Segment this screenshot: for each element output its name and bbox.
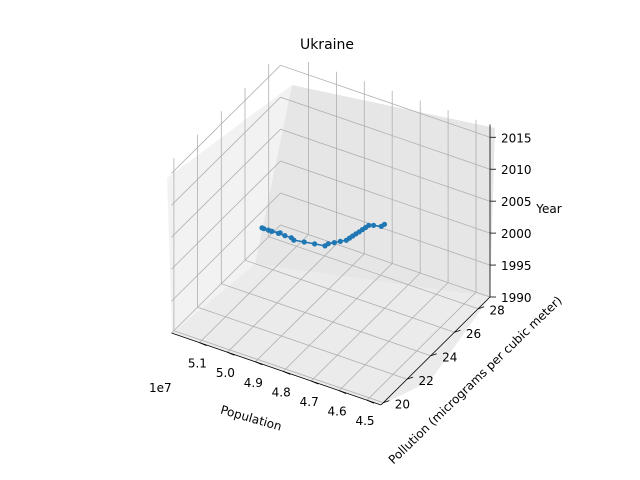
y-tick-label: 22 [418,374,433,388]
z-tick-label: 2000 [501,227,532,241]
y-tick-mark [478,306,485,310]
data-point [275,230,282,236]
z-gridline [171,128,491,238]
y-tick-label: 26 [466,327,481,341]
z-gridline [171,192,491,302]
x-tick-label: 4.6 [328,405,347,419]
gridlines [171,62,491,404]
data-point [371,222,377,228]
y-tick-mark [430,353,437,357]
data-point [381,221,388,227]
z-tick-label: 2010 [501,163,532,177]
y-tick-label: 20 [395,398,410,412]
z-gridline [171,160,491,270]
x-axis-line [171,332,382,406]
x-offset-label: 1e7 [149,381,172,395]
chart-title: Ukraine [300,37,354,53]
z-tick-label: 1990 [501,291,532,305]
x-tick-label: 5.0 [216,366,235,380]
series-layer [259,221,388,249]
x-tick-label: 4.5 [355,414,374,428]
data-point [366,222,372,228]
x-tick-label: 4.9 [244,376,263,390]
z-gridline [171,64,491,174]
x-tick-label: 5.1 [188,357,207,371]
z-tick-label: 1995 [501,259,532,273]
y-tick-mark [383,400,390,404]
data-point [337,238,343,244]
data-point [331,240,337,246]
z-gridline [171,96,491,206]
data-point [282,233,288,239]
y-tick-mark [454,329,461,333]
left-pane [167,85,292,333]
z-axis-label: Year [535,202,561,216]
data-point [269,228,275,234]
z-gridline [171,224,491,334]
floor-pane [172,264,490,405]
data-point [259,225,265,231]
axes [171,124,496,406]
y-tick-mark [406,376,414,380]
data-point [301,239,307,245]
data-point [312,241,318,247]
z-tick-label: 2015 [501,131,532,145]
x-tick-label: 4.8 [272,385,291,399]
y-axis-line [380,296,491,406]
z-tick-label: 2005 [501,195,532,209]
data-point [325,241,331,247]
y-tick-label: 28 [490,304,505,318]
data-point [291,237,297,243]
y-tick-label: 24 [442,351,457,365]
x-tick-label: 4.7 [300,395,319,409]
